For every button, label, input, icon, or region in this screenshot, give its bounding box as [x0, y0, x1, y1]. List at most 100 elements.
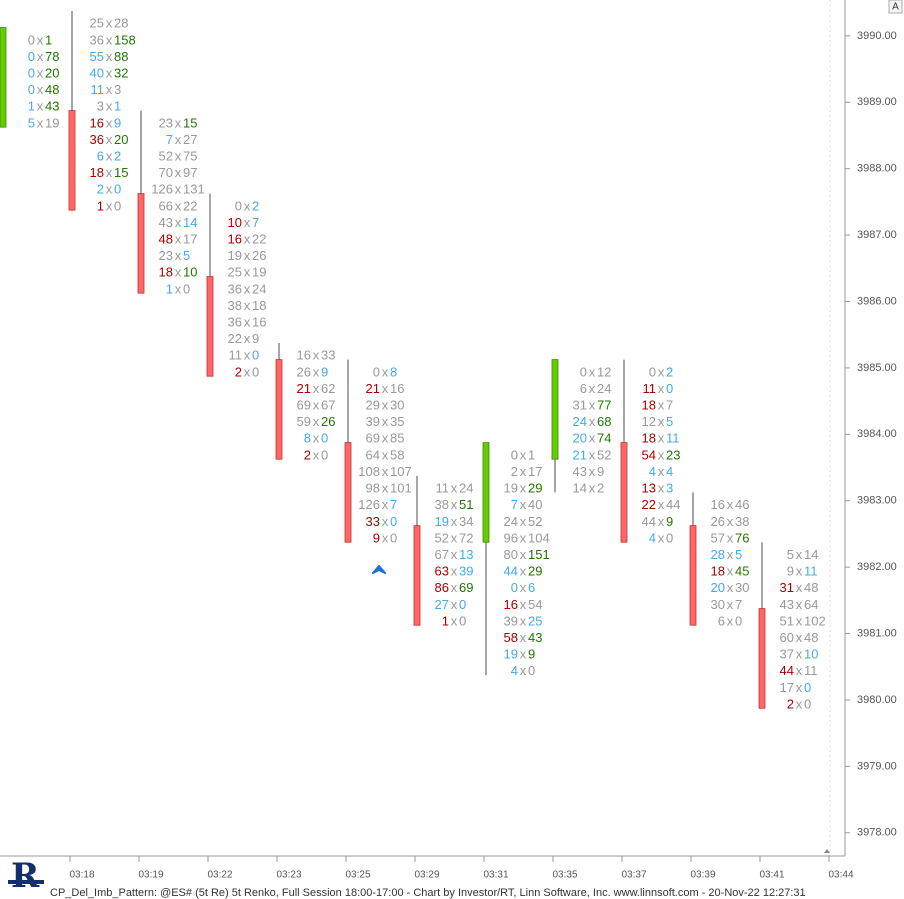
ask-volume: 0 [459, 597, 466, 612]
ask-volume: 9 [321, 364, 328, 379]
ask-volume: 30 [735, 580, 749, 595]
separator: x [520, 597, 527, 612]
bid-volume: 48 [159, 232, 173, 247]
ask-volume: 0 [252, 364, 259, 379]
y-tick-label: 3978.00 [857, 827, 897, 839]
separator: x [175, 165, 182, 180]
separator: x [244, 298, 251, 313]
x-tick-label: 03:23 [276, 870, 301, 881]
ask-volume: 2 [252, 198, 259, 213]
bid-volume: 5 [787, 547, 794, 562]
y-tick-label: 3984.00 [857, 428, 897, 440]
logo: R [8, 856, 44, 896]
separator: x [382, 464, 389, 479]
bid-volume: 80 [504, 547, 518, 562]
bid-volume: 2 [304, 447, 311, 462]
separator: x [658, 398, 665, 413]
ask-volume: 9 [528, 647, 535, 662]
ask-volume: 0 [666, 381, 673, 396]
separator: x [520, 497, 527, 512]
ask-volume: 0 [390, 530, 397, 545]
ask-volume: 72 [459, 530, 473, 545]
ask-volume: 0 [528, 663, 535, 678]
separator: x [520, 530, 527, 545]
separator: x [106, 115, 113, 130]
separator: x [244, 364, 251, 379]
separator: x [727, 564, 734, 579]
scale-button[interactable] [888, 0, 903, 14]
separator: x [727, 597, 734, 612]
bid-volume: 66 [159, 198, 173, 213]
scale-label: A [892, 2, 899, 13]
separator: x [244, 248, 251, 263]
bid-volume: 3 [97, 99, 104, 114]
separator: x [106, 165, 113, 180]
y-tick-label: 3986.00 [857, 295, 897, 307]
ask-volume: 158 [114, 32, 136, 47]
separator: x [175, 232, 182, 247]
separator: x [382, 481, 389, 496]
separator: x [106, 82, 113, 97]
ask-volume: 13 [459, 547, 473, 562]
x-tick-label: 03:41 [759, 870, 784, 881]
separator: x [244, 232, 251, 247]
separator: x [520, 447, 527, 462]
ask-volume: 74 [597, 431, 611, 446]
y-tick-label: 3989.00 [857, 96, 897, 108]
separator: x [520, 630, 527, 645]
ask-volume: 11 [804, 663, 818, 678]
y-tick-label: 3988.00 [857, 163, 897, 175]
bid-volume: 44 [504, 564, 518, 579]
separator: x [796, 696, 803, 711]
separator: x [106, 49, 113, 64]
separator: x [382, 364, 389, 379]
ask-volume: 25 [528, 613, 542, 628]
ask-volume: 1 [114, 99, 121, 114]
separator: x [520, 663, 527, 678]
ask-volume: 10 [183, 265, 197, 280]
y-tick-label: 3983.00 [857, 495, 897, 507]
ask-volume: 28 [114, 16, 128, 31]
ask-volume: 11 [666, 431, 680, 446]
separator: x [796, 580, 803, 595]
bid-volume: 24 [504, 514, 518, 529]
bid-volume: 31 [780, 580, 794, 595]
bid-volume: 19 [435, 514, 449, 529]
bid-volume: 4 [511, 663, 518, 678]
bid-volume: 11 [436, 481, 450, 496]
ask-volume: 45 [735, 564, 749, 579]
bid-volume: 2 [97, 182, 104, 197]
candle-body [482, 442, 490, 543]
separator: x [313, 447, 320, 462]
ask-volume: 107 [390, 464, 412, 479]
x-tick-label: 03:18 [69, 870, 94, 881]
separator: x [244, 198, 251, 213]
bid-volume: 1 [97, 198, 104, 213]
ask-volume: 0 [321, 447, 328, 462]
candle-body [68, 110, 76, 211]
bid-volume: 36 [228, 315, 242, 330]
separator: x [589, 398, 596, 413]
separator: x [727, 613, 734, 628]
bid-volume: 63 [435, 564, 449, 579]
separator: x [106, 149, 113, 164]
ask-volume: 151 [528, 547, 550, 562]
candle-body [0, 27, 7, 128]
bid-volume: 59 [297, 414, 311, 429]
bid-volume: 22 [642, 497, 656, 512]
bid-volume: 22 [228, 331, 242, 346]
separator: x [37, 82, 44, 97]
separator: x [796, 663, 803, 678]
ask-volume: 0 [804, 680, 811, 695]
ask-volume: 6 [528, 580, 535, 595]
bid-volume: 0 [649, 364, 656, 379]
x-tick-label: 03:31 [483, 870, 508, 881]
bid-volume: 64 [366, 447, 380, 462]
separator: x [106, 132, 113, 147]
ask-volume: 33 [321, 348, 335, 363]
ask-volume: 27 [183, 132, 197, 147]
bid-volume: 20 [711, 580, 725, 595]
ask-volume: 101 [390, 481, 412, 496]
bid-volume: 7 [511, 497, 518, 512]
separator: x [175, 132, 182, 147]
